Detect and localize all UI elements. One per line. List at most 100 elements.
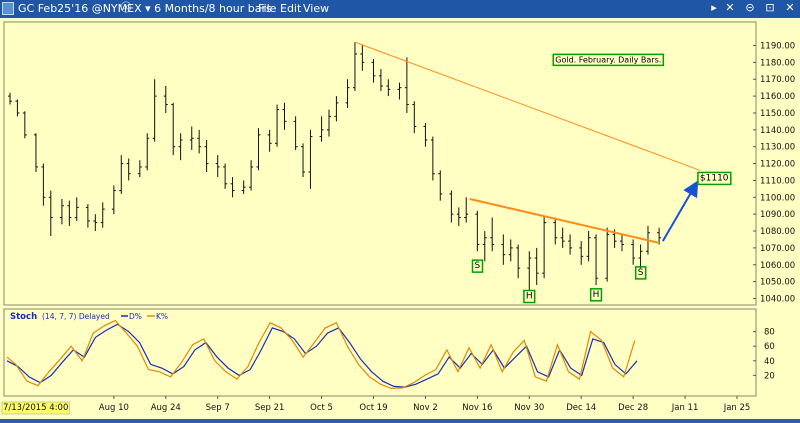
scroll-right-icon[interactable]: ▸ bbox=[711, 1, 717, 14]
price-tick-label: 1080.00 bbox=[760, 227, 795, 237]
candle bbox=[241, 180, 246, 194]
candle bbox=[326, 109, 331, 137]
legend-d-label: D% bbox=[129, 312, 142, 321]
menu-edit[interactable]: Edit bbox=[280, 2, 302, 15]
candle bbox=[215, 155, 220, 178]
title-dropdown-icon[interactable]: ▾ bbox=[141, 2, 155, 15]
maximize-icon[interactable]: ⊡ bbox=[765, 1, 775, 14]
left-head-label-box bbox=[523, 289, 536, 304]
candle bbox=[67, 200, 72, 226]
right-head-label-box bbox=[589, 288, 603, 302]
candle bbox=[620, 234, 625, 252]
candle bbox=[308, 129, 313, 189]
stoch-tick-label: 60 bbox=[764, 342, 775, 352]
time-tick-label: Jan 11 bbox=[671, 403, 699, 413]
candle bbox=[171, 102, 176, 156]
candle bbox=[527, 251, 532, 291]
stoch-line-d bbox=[6, 323, 638, 388]
candle bbox=[48, 190, 53, 237]
menu-view[interactable]: View bbox=[303, 2, 330, 15]
candle bbox=[553, 217, 558, 245]
candle bbox=[568, 234, 573, 255]
target-price-label: $1110 bbox=[700, 173, 729, 183]
upper-downtrend-line bbox=[354, 41, 701, 171]
candle bbox=[560, 227, 565, 248]
candle bbox=[657, 227, 662, 245]
stoch-params: (14, 7, 7) Delayed bbox=[42, 312, 110, 321]
title-close-icon[interactable]: ⓧ bbox=[120, 1, 132, 14]
candle bbox=[371, 58, 376, 83]
time-tick-label: Jan 25 bbox=[723, 403, 751, 413]
stoch-title: Stoch bbox=[10, 312, 37, 322]
time-tick-label: Sep 21 bbox=[255, 403, 285, 413]
price-tick-label: 1060.00 bbox=[760, 261, 795, 271]
candle bbox=[412, 101, 417, 134]
candle bbox=[430, 136, 435, 181]
candle bbox=[293, 116, 298, 151]
price-tick-label: 1130.00 bbox=[760, 143, 795, 153]
stochastic-panel: 80 60 40 20 Stoch (14, 7, 7) Delayed D% K% bbox=[3, 308, 775, 397]
candle bbox=[438, 170, 443, 201]
price-tick-label: 1070.00 bbox=[760, 244, 795, 254]
candle bbox=[189, 126, 194, 151]
price-tick-label: 1090.00 bbox=[760, 210, 795, 220]
target-price-label-box bbox=[697, 171, 732, 186]
window-title: GC Feb25'16 @NYMEX ▾ 6 Months/8 hour bar… bbox=[18, 2, 272, 15]
price-tick-label: 1050.00 bbox=[760, 278, 795, 288]
candle bbox=[386, 79, 391, 97]
candle bbox=[605, 227, 610, 282]
app-icon bbox=[2, 2, 14, 15]
right-head-label: H bbox=[593, 290, 600, 300]
price-panel-frame bbox=[3, 21, 757, 306]
candle bbox=[100, 202, 105, 228]
candle bbox=[631, 239, 636, 265]
minimize-icon[interactable]: ⊝ bbox=[745, 1, 755, 14]
candle bbox=[8, 92, 12, 105]
candle bbox=[223, 163, 228, 189]
menu-file[interactable]: File bbox=[258, 2, 277, 15]
candle bbox=[319, 116, 324, 142]
candle bbox=[594, 234, 599, 286]
time-tick-label: Oct 5 bbox=[310, 403, 333, 413]
candle bbox=[137, 160, 142, 178]
candle bbox=[586, 231, 591, 262]
gold-futures-chart[interactable]: 1190.00 1180.00 1170.00 1160.00 1150.00 1140.… bbox=[0, 18, 800, 419]
price-panel: 1190.00 1180.00 1170.00 1160.00 1150.00 1140.… bbox=[3, 21, 795, 306]
time-tick-label: Nov 30 bbox=[514, 403, 544, 413]
candle bbox=[74, 197, 79, 221]
candle bbox=[404, 57, 409, 113]
close-icon[interactable]: ✕ bbox=[785, 1, 795, 14]
candle bbox=[490, 217, 495, 252]
unlink-icon[interactable]: ✕ bbox=[725, 1, 735, 14]
candle bbox=[456, 207, 461, 226]
candle bbox=[275, 104, 280, 147]
candle bbox=[334, 96, 339, 122]
candle bbox=[126, 158, 131, 181]
candle bbox=[423, 123, 428, 147]
left-head-label: H bbox=[526, 292, 533, 302]
candle bbox=[638, 244, 643, 269]
chart-area: 1190.00 1180.00 1170.00 1160.00 1150.00 1140.… bbox=[0, 18, 800, 419]
price-tick-label: 1110.00 bbox=[760, 176, 795, 186]
candle bbox=[249, 160, 254, 191]
time-start-label: 7/13/2015 4:00 bbox=[3, 403, 68, 413]
candle bbox=[475, 210, 480, 252]
candle bbox=[542, 215, 547, 279]
candle bbox=[301, 143, 306, 178]
time-tick-label: Aug 24 bbox=[151, 403, 181, 413]
candle bbox=[163, 85, 168, 113]
candle bbox=[360, 45, 365, 71]
chart-period: 6 Months/8 hour bars bbox=[154, 2, 272, 15]
candle bbox=[256, 128, 261, 171]
price-tick-label: 1100.00 bbox=[760, 193, 795, 203]
price-tick-label: 1040.00 bbox=[760, 295, 795, 305]
price-tick-label: 1140.00 bbox=[760, 126, 795, 136]
candle bbox=[204, 139, 209, 172]
candle bbox=[111, 185, 116, 215]
candle bbox=[378, 69, 383, 92]
price-tick-label: 1120.00 bbox=[760, 160, 795, 170]
candle bbox=[282, 102, 287, 130]
candle bbox=[345, 79, 350, 108]
candle bbox=[501, 234, 506, 265]
time-axis: Aug 10 Aug 24 Sep 7 Sep 21 Oct 5 Oct 19 Nov 2 N… bbox=[1, 395, 756, 415]
